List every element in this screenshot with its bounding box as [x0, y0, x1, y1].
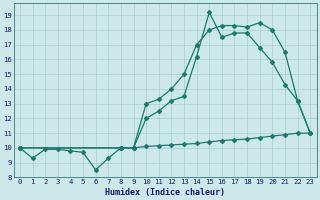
X-axis label: Humidex (Indice chaleur): Humidex (Indice chaleur) — [105, 188, 225, 197]
